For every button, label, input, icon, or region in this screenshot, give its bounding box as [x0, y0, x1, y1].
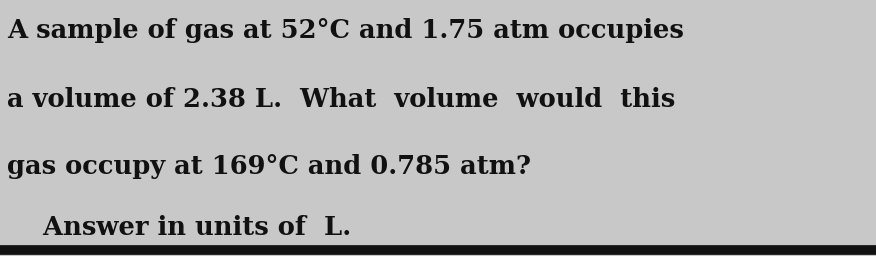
Text: A sample of gas at 52°C and 1.75 atm occupies: A sample of gas at 52°C and 1.75 atm occ…	[7, 18, 684, 43]
Text: a volume of 2.38 L.  What  volume  would  this: a volume of 2.38 L. What volume would th…	[7, 87, 675, 112]
Text: Answer in units of  L.: Answer in units of L.	[7, 215, 351, 240]
Text: gas occupy at 169°C and 0.785 atm?: gas occupy at 169°C and 0.785 atm?	[7, 154, 531, 179]
